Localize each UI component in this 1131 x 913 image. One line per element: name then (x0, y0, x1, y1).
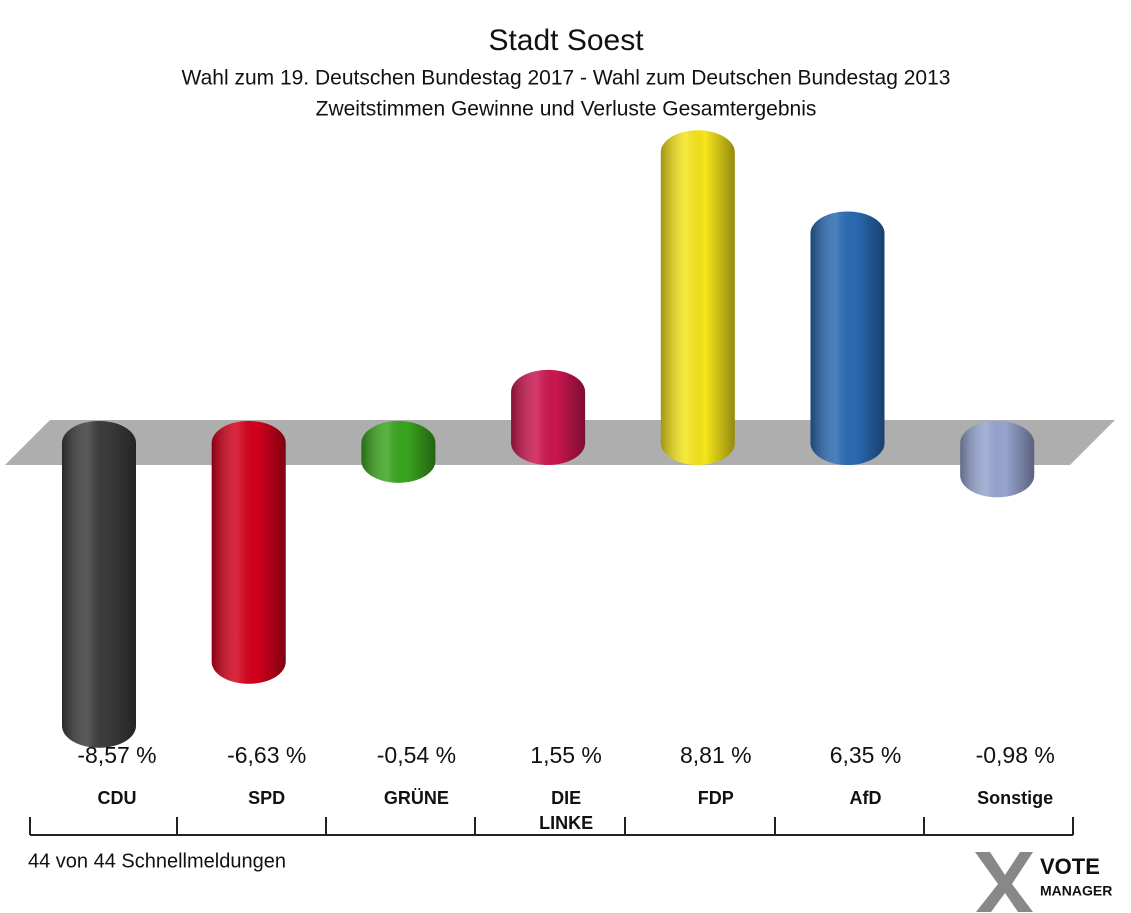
bar-shade (211, 421, 286, 684)
value-label: -8,57 % (77, 742, 156, 768)
category-label: GRÜNE (383, 788, 449, 808)
chart-title: Stadt Soest (488, 24, 644, 57)
bar-shade (960, 421, 1035, 498)
bar-shade (660, 130, 735, 465)
bar-shade (810, 211, 885, 465)
value-label: -6,63 % (227, 742, 306, 768)
category-label: AfD (849, 788, 882, 808)
logo-text: MANAGER (1040, 883, 1112, 899)
footer: 44 von 44 Schnellmeldungen (28, 850, 286, 872)
bar-shade (511, 369, 586, 465)
bracket (29, 817, 1074, 836)
logo-text: VOTE (1040, 854, 1100, 879)
category-label: Sonstige (977, 788, 1054, 808)
logo: VOTE MANAGER (975, 852, 1112, 912)
chart-subtitle: Wahl zum 19. Deutschen Bundestag 2017 - … (182, 67, 951, 90)
bar-shade (361, 421, 436, 483)
category-label: DIE LINKE (539, 788, 594, 833)
category-label: SPD (248, 788, 286, 808)
chart-subtitle: Zweitstimmen Gewinne und Verluste Gesamt… (316, 98, 817, 121)
value-label: 1,55 % (530, 742, 602, 768)
category-label: CDU (97, 788, 137, 808)
value-label: 6,35 % (830, 742, 902, 768)
category-label: FDP (697, 788, 734, 808)
bar-shade (62, 421, 136, 748)
value-label: -0,54 % (377, 742, 456, 768)
value-label: -0,98 % (976, 742, 1055, 768)
value-label: 8,81 % (680, 742, 752, 768)
